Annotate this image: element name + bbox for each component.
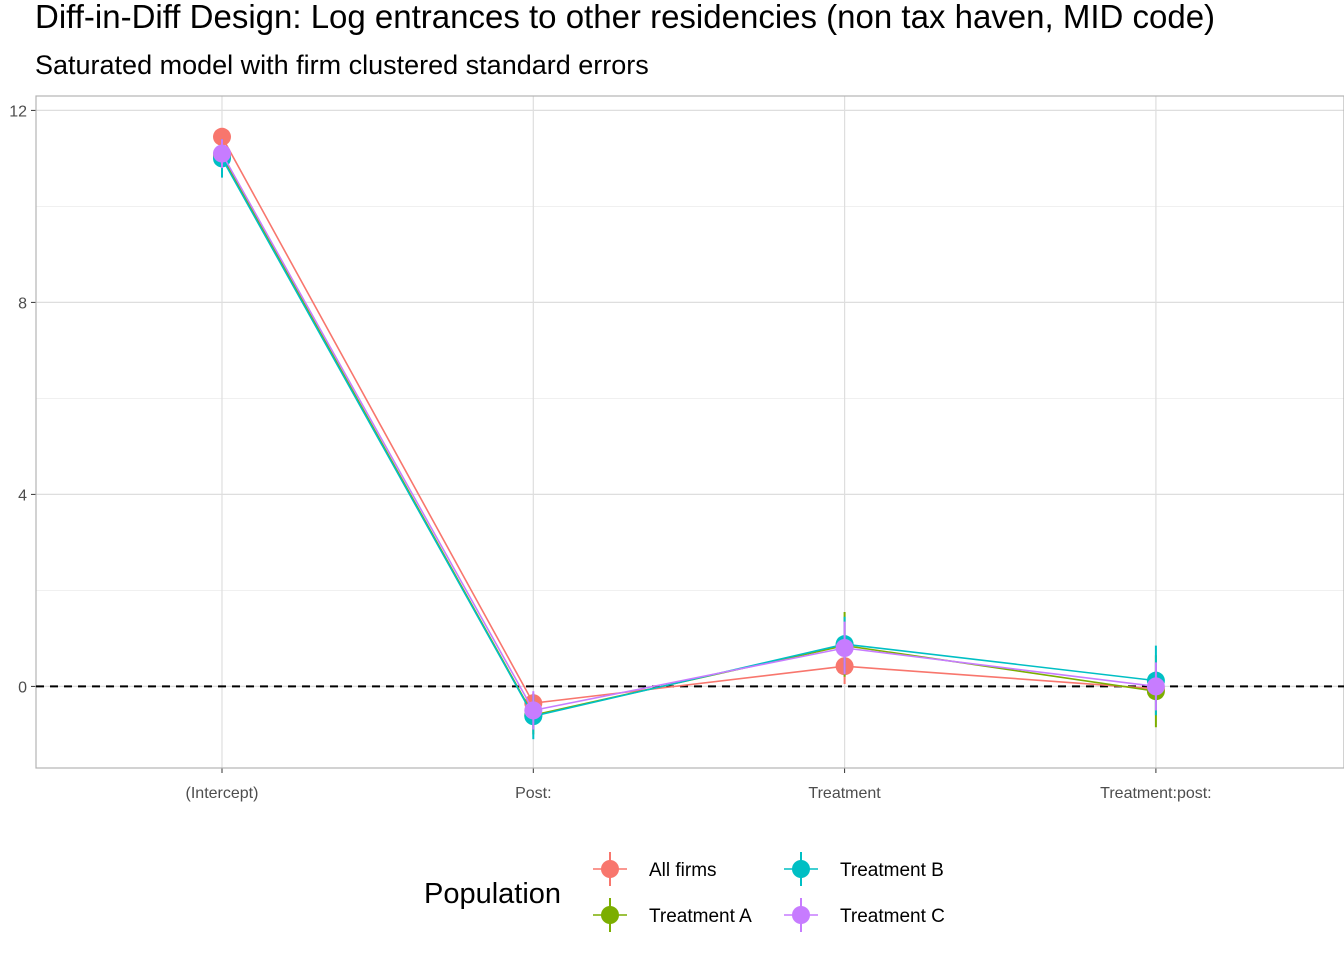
legend-label: Treatment A bbox=[649, 906, 752, 927]
y-tick-label: 12 bbox=[9, 103, 27, 120]
legend: Population All firms Treatment A Treatment … bbox=[424, 852, 945, 932]
legend-key-point bbox=[601, 906, 619, 924]
series-line bbox=[221, 153, 1156, 712]
data-point bbox=[213, 144, 231, 163]
legend-label: Treatment B bbox=[840, 860, 944, 881]
legend-key-point bbox=[792, 860, 810, 878]
x-tick-label: Treatment:post: bbox=[1100, 785, 1211, 802]
series-line bbox=[221, 158, 1156, 718]
legend-item: Treatment C bbox=[784, 898, 945, 932]
legend-label: Treatment C bbox=[840, 906, 945, 927]
plot-area: 0 4 8 12 (Intercept) Post: Treatment Treatment:… bbox=[9, 95, 1344, 802]
series-line bbox=[221, 136, 1156, 705]
x-tick-label: Post: bbox=[515, 785, 551, 802]
panel-background bbox=[36, 96, 1344, 768]
y-tick-label: 0 bbox=[18, 679, 27, 696]
legend-item: Treatment A bbox=[593, 898, 752, 932]
legend-item: Treatment B bbox=[784, 852, 944, 886]
chart-title: Diff-in-Diff Design: Log entrances to ot… bbox=[35, 0, 1215, 35]
data-point bbox=[1146, 677, 1165, 696]
legend-label: All firms bbox=[649, 860, 717, 881]
x-tick-label: Treatment bbox=[808, 785, 881, 802]
legend-key-point bbox=[792, 906, 810, 924]
data-point bbox=[524, 701, 543, 720]
y-tick-label: 8 bbox=[18, 295, 27, 312]
data-point bbox=[835, 639, 854, 657]
series-treatment-c bbox=[213, 139, 1165, 730]
legend-item: All firms bbox=[593, 852, 717, 886]
chart-subtitle: Saturated model with firm clustered stan… bbox=[35, 50, 649, 80]
panel-border bbox=[35, 95, 1344, 769]
legend-key-point bbox=[601, 860, 619, 878]
y-tick-label: 4 bbox=[18, 487, 27, 504]
x-tick-label: (Intercept) bbox=[186, 785, 259, 802]
legend-title: Population bbox=[424, 878, 561, 910]
data-point bbox=[213, 127, 231, 146]
